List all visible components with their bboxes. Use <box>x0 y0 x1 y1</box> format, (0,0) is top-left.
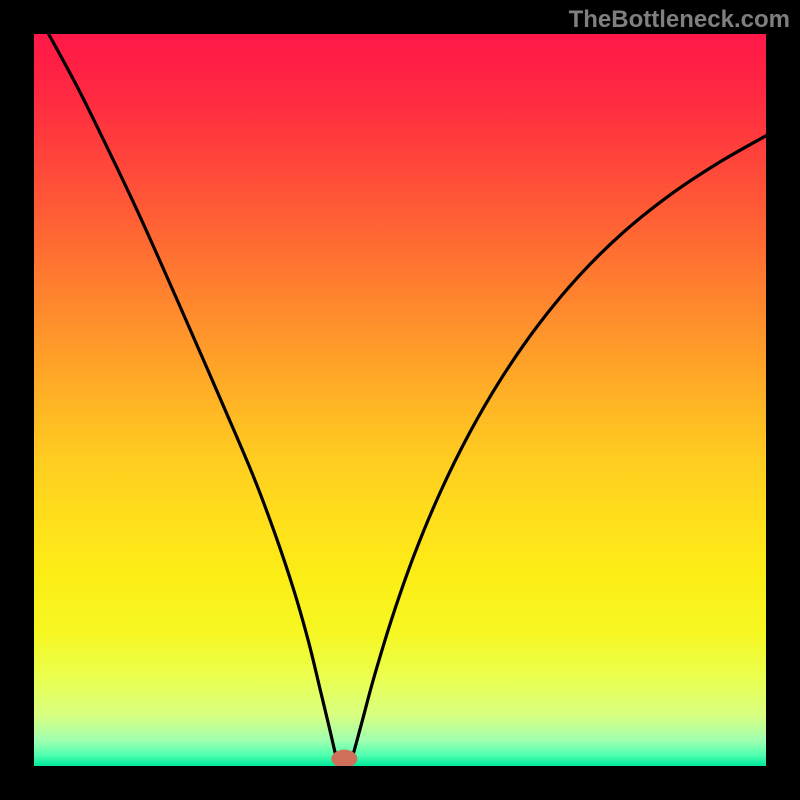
watermark-text: TheBottleneck.com <box>569 6 790 34</box>
gradient-background <box>34 34 766 766</box>
plot-area <box>34 34 766 766</box>
chart-frame: TheBottleneck.com <box>0 0 800 800</box>
plot-svg <box>34 34 766 766</box>
